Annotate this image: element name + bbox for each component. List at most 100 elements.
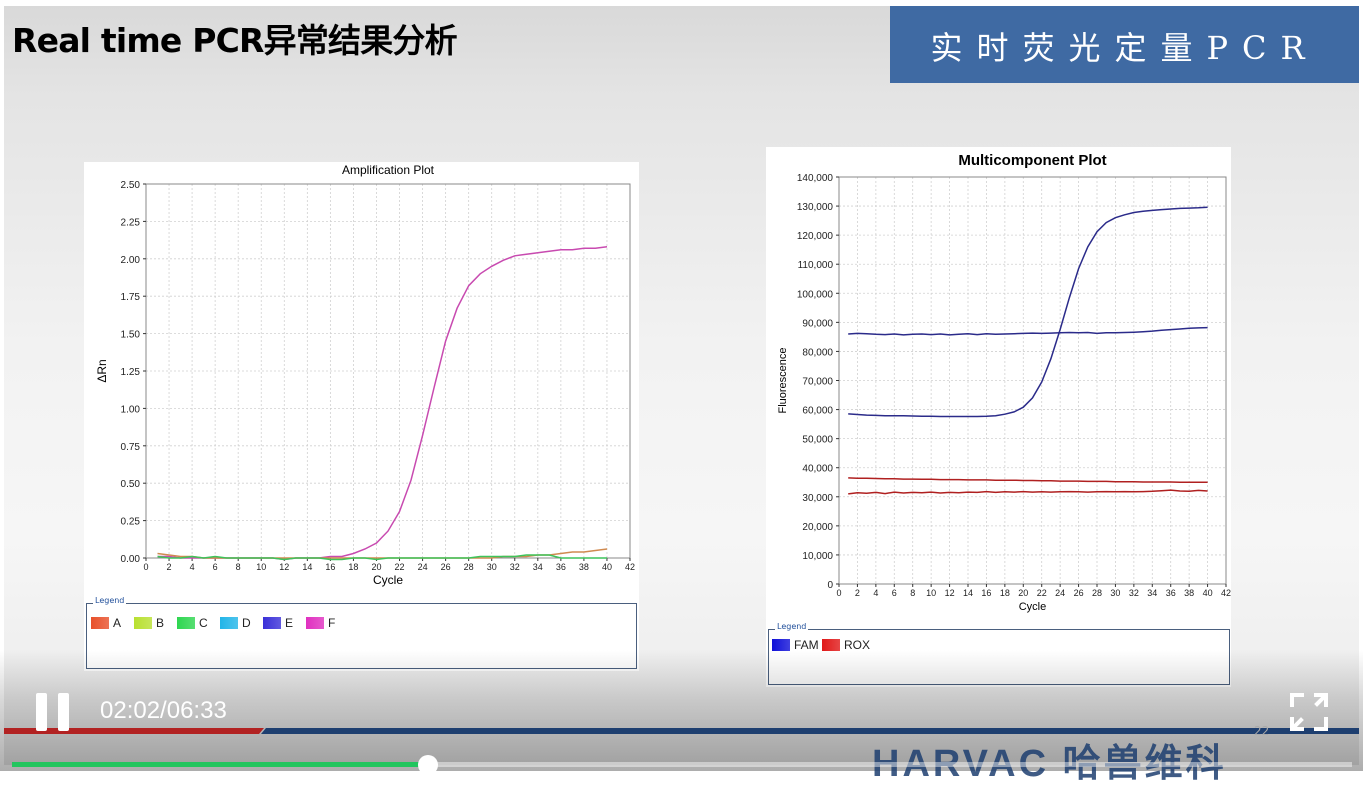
time-display: 02:02/06:33 [100,697,227,724]
legend-swatch [772,639,790,651]
y-tick-label: 2.25 [121,217,141,228]
y-tick-label: 140,000 [797,173,834,184]
legend-item-b: B [134,616,164,630]
x-tick-label: 2 [167,562,172,572]
series-line-f [157,246,608,561]
x-tick-label: 12 [279,562,289,572]
x-tick-label: 8 [236,562,241,572]
y-tick-label: 130,000 [797,202,834,213]
legend-title: Legend [93,596,127,605]
y-axis-label: Fluorescence [777,347,789,413]
x-tick-label: 36 [556,562,566,572]
fullscreen-button[interactable] [1290,693,1328,731]
x-tick-label: 6 [892,588,897,598]
progress-fill [12,762,428,767]
chart-title: Multicomponent Plot [958,152,1106,169]
x-axis-label: Cycle [373,573,403,587]
x-tick-label: 34 [533,562,543,572]
legend-label: B [156,616,165,630]
slide-title: Real time PCR异常结果分析 [12,21,458,60]
y-tick-label: 50,000 [802,435,833,446]
y-tick-label: 80,000 [802,347,833,358]
legend-label: F [328,616,336,630]
multicomponent-legend: Legend FAM ROX [768,622,1230,685]
y-tick-label: 1.00 [121,404,141,415]
slide-page-number: 22 [1254,724,1270,738]
pause-button[interactable] [36,693,70,731]
y-tick-label: 1.50 [121,330,141,341]
legend-label: C [199,616,208,630]
header-banner: 实时荧光定量PCR [890,6,1359,83]
series-line-rox [848,489,1208,495]
x-tick-label: 0 [143,562,148,572]
legend-item-d: D [220,616,251,630]
x-tick-label: 2 [855,588,860,598]
y-tick-label: 0.50 [121,479,141,490]
series-line-a [157,548,608,559]
x-tick-label: 16 [325,562,335,572]
x-axis-label: Cycle [1019,601,1047,613]
brand-logo: HARVAC 哈兽维科 [872,743,1227,785]
x-tick-label: 28 [1092,588,1102,598]
y-tick-label: 120,000 [797,231,834,242]
legend-label: A [113,616,122,630]
y-tick-label: 2.00 [121,255,141,266]
x-tick-label: 36 [1166,588,1176,598]
x-tick-label: 40 [602,562,612,572]
fullscreen-icon [1290,693,1328,731]
x-tick-label: 8 [910,588,915,598]
y-tick-label: 60,000 [802,406,833,417]
x-tick-label: 12 [945,588,955,598]
y-tick-label: 0.25 [121,517,141,528]
y-tick-label: 20,000 [802,522,833,533]
series-line-fam [848,206,1208,418]
y-tick-label: 10,000 [802,551,833,562]
x-tick-label: 14 [963,588,973,598]
x-tick-label: 32 [510,562,520,572]
x-tick-label: 10 [256,562,266,572]
multicomponent-plot-panel: Multicomponent Plot 0 2 4 6 8 10 12 14 16 18 20 22 24… [766,147,1231,687]
y-tick-label: 40,000 [802,464,833,475]
x-tick-label: 4 [190,562,195,572]
legend-label: ROX [844,638,871,652]
y-tick-label: 30,000 [802,493,833,504]
x-tick-label: 30 [1110,588,1120,598]
pause-icon [58,693,69,731]
series-line-rox [848,477,1208,484]
x-tick-label: 38 [1184,588,1194,598]
x-tick-label: 28 [464,562,474,572]
x-tick-label: 22 [1037,588,1047,598]
x-tick-label: 32 [1129,588,1139,598]
y-tick-label: 100,000 [797,289,834,300]
legend-swatch [822,639,840,651]
y-tick-label: 2.50 [121,180,141,191]
y-tick-label: 90,000 [802,318,833,329]
legend-title: Legend [775,622,809,631]
x-tick-label: 4 [873,588,878,598]
x-tick-label: 24 [418,562,428,572]
x-tick-label: 30 [487,562,497,572]
x-tick-label: 18 [1000,588,1010,598]
amplification-legend: Legend A B C D E F [86,596,637,669]
progress-bar[interactable] [12,755,1352,775]
x-tick-label: 6 [213,562,218,572]
x-tick-label: 20 [1018,588,1028,598]
x-tick-label: 34 [1147,588,1157,598]
legend-item-fam: FAM [772,638,819,652]
x-tick-label: 26 [441,562,451,572]
x-tick-label: 26 [1074,588,1084,598]
header-label: 实时荧光定量PCR [930,29,1319,67]
legend-item-c: C [177,616,208,630]
brand-stripe [4,728,1359,734]
legend-swatch [177,617,195,629]
player-controls-overlay [0,650,1363,771]
x-tick-label: 42 [1221,588,1231,598]
series-line-fam [848,326,1208,336]
x-tick-label: 14 [302,562,312,572]
legend-swatch [91,617,109,629]
series-line-c [157,554,607,561]
x-tick-label: 24 [1055,588,1065,598]
y-tick-label: 70,000 [802,377,833,388]
progress-scrubber[interactable] [417,755,438,775]
